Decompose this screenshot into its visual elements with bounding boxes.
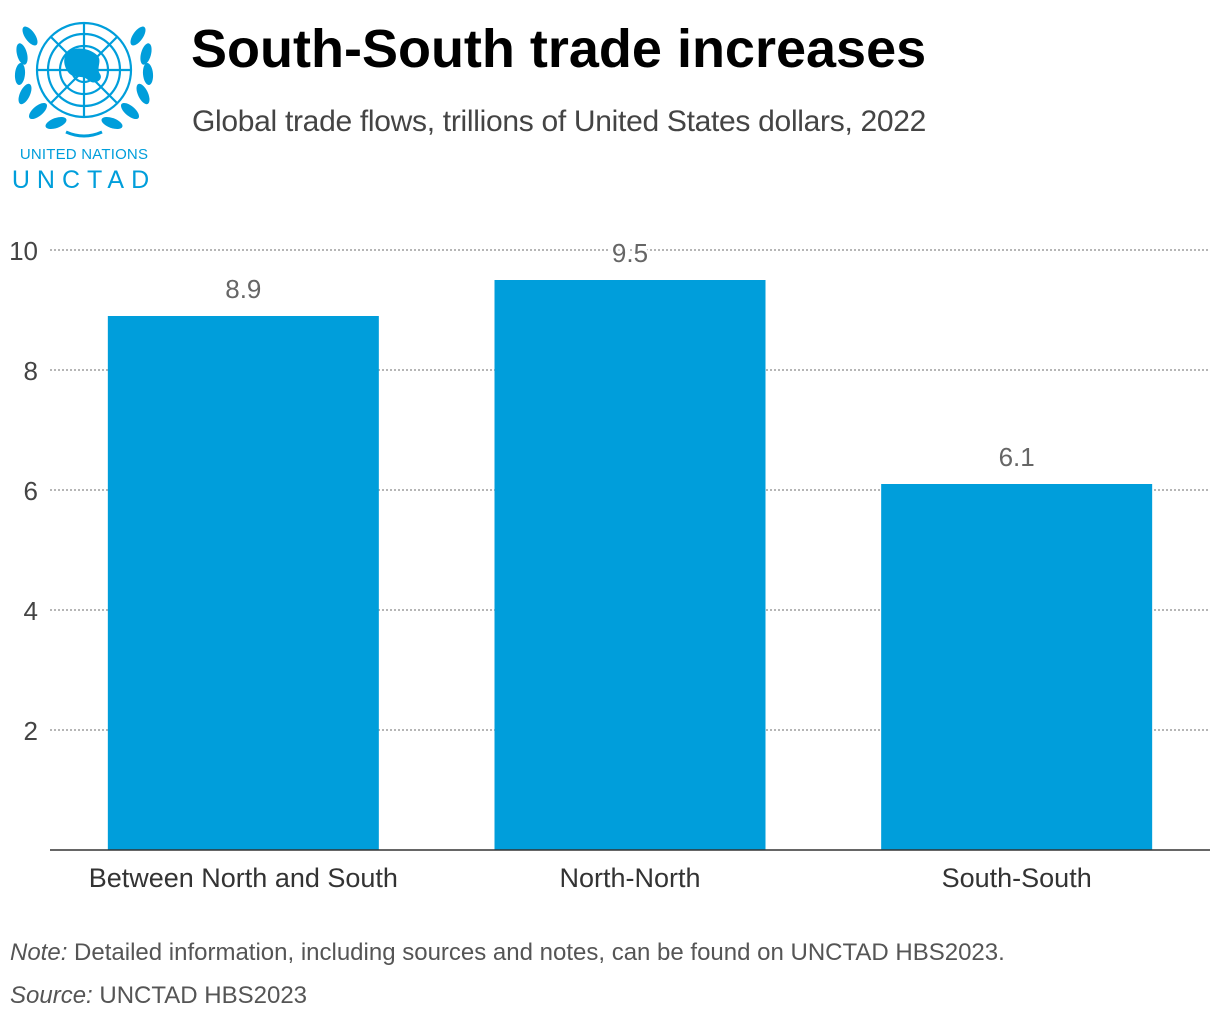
note-label: Note: — [10, 939, 68, 966]
note-text: Detailed information, including sources … — [67, 939, 1005, 966]
unctad-logo: UNITED NATIONS UNCTAD — [8, 6, 160, 196]
data-label: 6.1 — [999, 442, 1035, 472]
logo-org-line1: UNITED NATIONS — [19, 146, 149, 163]
source-label: Source: — [10, 982, 93, 1009]
x-tick-label: North-North — [559, 863, 700, 893]
data-label: 8.9 — [225, 274, 261, 304]
y-tick-label: 6 — [24, 476, 38, 506]
source-text: UNCTAD HBS2023 — [92, 982, 308, 1009]
logo-org-line2: UNCTAD — [11, 166, 157, 194]
y-tick-label: 4 — [24, 596, 38, 626]
data-label: 9.5 — [612, 238, 648, 268]
y-tick-label: 10 — [9, 236, 38, 266]
chart-source: Source: UNCTAD HBS2023 — [10, 981, 307, 1011]
chart-title: South-South trade increases — [191, 19, 927, 79]
chart-subtitle: Global trade flows, trillions of United … — [192, 105, 927, 138]
x-tick-label: South-South — [942, 863, 1092, 893]
chart-note: Note: Detailed information, including so… — [10, 938, 1005, 968]
y-tick-label: 2 — [24, 716, 38, 746]
un-emblem-icon — [14, 21, 154, 138]
bar — [881, 484, 1153, 850]
y-tick-label: 8 — [24, 356, 38, 386]
bar — [494, 280, 766, 850]
bar — [107, 316, 379, 850]
x-tick-label: Between North and South — [89, 863, 398, 893]
